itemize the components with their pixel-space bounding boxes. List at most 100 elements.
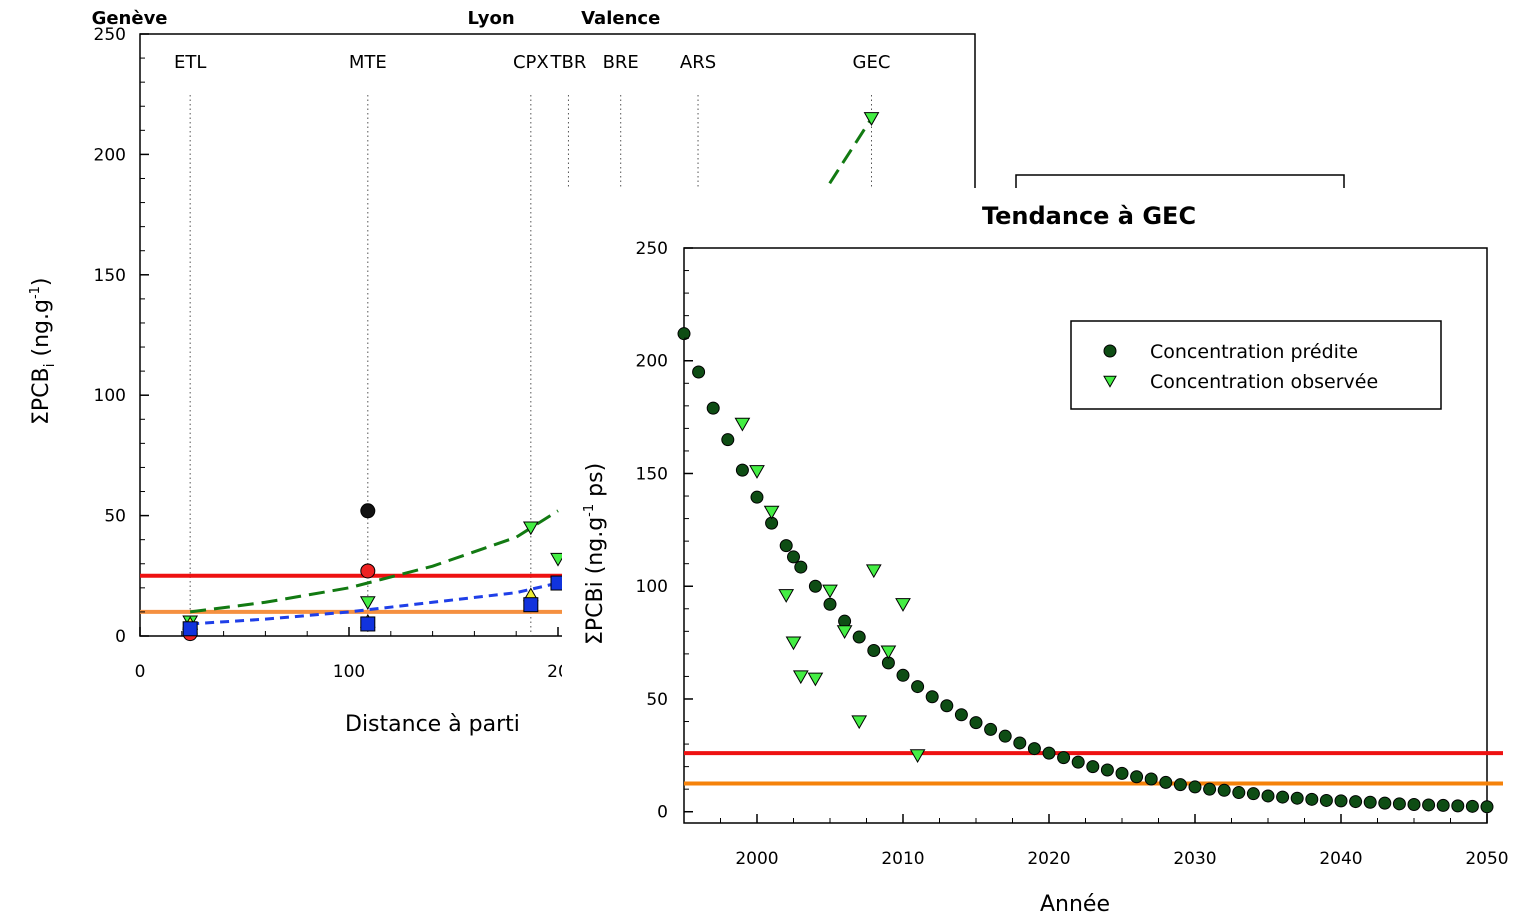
predicted-point [984, 722, 998, 736]
observed-point [895, 598, 911, 612]
observed-point [749, 465, 765, 479]
y-tick-label: 150 [94, 266, 126, 286]
y-tick-label: 100 [94, 386, 126, 406]
data-point [523, 597, 539, 613]
x-tick-label: 2030 [1173, 849, 1216, 869]
predicted-point [911, 680, 925, 694]
predicted-point [1276, 790, 1290, 804]
predicted-point [1013, 736, 1027, 750]
predicted-point [1071, 755, 1085, 769]
predicted-point [823, 597, 837, 611]
y-tick-label: 50 [104, 507, 126, 527]
legend-marker [1103, 375, 1117, 388]
site-label: TBR [550, 52, 587, 73]
y-tick-label: 50 [646, 690, 668, 710]
site-label: MTE [349, 52, 387, 73]
inset-y-axis-title-main: ΣPCBi (ng.g [583, 517, 608, 645]
inset-y-axis-title-sup: -1 [582, 504, 597, 517]
predicted-point [1378, 796, 1392, 810]
y-tick-label: 200 [636, 352, 668, 372]
fit-curve [189, 509, 559, 614]
x-tick-label: 100 [333, 662, 365, 682]
predicted-point [1144, 772, 1158, 786]
observed-point [880, 645, 897, 660]
inset-x-axis-title: Année [1040, 892, 1110, 917]
y-tick-label: 0 [657, 803, 668, 823]
x-tick-label: 2010 [881, 849, 924, 869]
main-site-labels: ETL MTE CPX TBR BRE ARS GEC Genève Lyon Valence [92, 8, 891, 73]
city-label: Valence [581, 8, 660, 29]
predicted-point [1203, 782, 1217, 796]
predicted-point [1261, 789, 1275, 803]
predicted-point [1451, 799, 1465, 813]
observed-point [792, 670, 809, 685]
predicted-point [1334, 794, 1348, 808]
inset-title-bracket [1015, 174, 1345, 188]
x-tick-label: 2020 [1027, 849, 1070, 869]
observed-point [822, 584, 838, 599]
city-label: Genève [92, 8, 168, 29]
predicted-point [1100, 763, 1114, 777]
predicted-point [1480, 800, 1494, 814]
site-label: ARS [680, 52, 716, 73]
predicted-point [1465, 799, 1479, 813]
observed-point [763, 505, 780, 520]
observed-point [785, 636, 802, 651]
inset-threshold-lines [684, 751, 1503, 786]
y-tick-label: 100 [636, 577, 668, 597]
y-tick-label: 0 [115, 627, 126, 647]
main-y-axis-title-sup: -1 [28, 286, 43, 299]
predicted-point [1422, 798, 1436, 812]
inset-y-axis-title-end: ps) [583, 463, 608, 504]
observed-point [778, 589, 795, 603]
predicted-point [1042, 746, 1056, 760]
predicted-point [808, 579, 822, 593]
legend-label: Concentration prédite [1150, 341, 1358, 363]
predicted-point [1363, 795, 1377, 809]
x-tick-label: 2000 [735, 849, 778, 869]
data-point [863, 112, 880, 126]
predicted-point [794, 560, 808, 574]
predicted-point [1319, 793, 1333, 807]
predicted-point [1159, 775, 1173, 789]
inset-data-points [677, 327, 1494, 814]
observed-point [836, 625, 853, 639]
inset-background [562, 188, 1517, 918]
predicted-point [1349, 795, 1363, 809]
legend-marker [1103, 344, 1117, 358]
predicted-point [1027, 742, 1041, 756]
predicted-point [1232, 786, 1246, 800]
fit-curve [190, 581, 559, 626]
legend-label: Concentration observée [1150, 371, 1378, 393]
site-label: ETL [174, 52, 206, 73]
site-label: GEC [853, 52, 891, 73]
predicted-point [1086, 760, 1100, 774]
main-y-axis-title-sub: i [42, 363, 58, 367]
observed-point [734, 417, 751, 432]
predicted-point [998, 729, 1012, 743]
inset-chart: Tendance à GEC 0 50 100 150 200 250 2000 2010 20… [562, 174, 1517, 918]
observed-point [909, 749, 926, 764]
main-y-axis-title-unit: (ng.g [29, 299, 54, 363]
predicted-point [925, 690, 939, 704]
predicted-point [954, 708, 968, 722]
y-tick-label: 150 [636, 464, 668, 484]
predicted-point [735, 463, 749, 477]
data-point [360, 503, 376, 519]
predicted-point [750, 490, 764, 504]
y-tick-label: 200 [94, 145, 126, 165]
y-tick-label: 250 [94, 25, 126, 45]
main-fit-curves [189, 117, 873, 626]
legend-box [1070, 320, 1442, 410]
data-point [360, 616, 376, 632]
predicted-point [721, 433, 735, 447]
predicted-point [852, 630, 866, 644]
x-tick-label: 2050 [1465, 849, 1508, 869]
predicted-point [1188, 780, 1202, 794]
predicted-point [677, 327, 691, 341]
predicted-point [969, 716, 983, 730]
data-point [550, 552, 566, 567]
main-x-axis-title: Distance à parti [345, 712, 520, 737]
fit-curve-gec [828, 117, 873, 185]
